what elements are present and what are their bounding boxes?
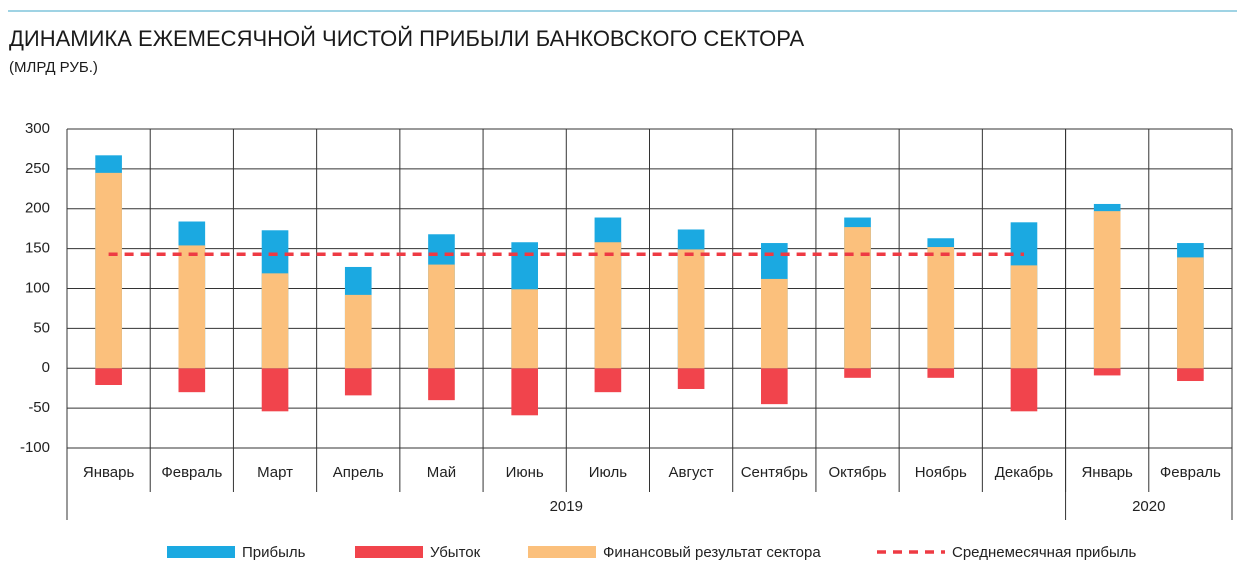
chart-title: ДИНАМИКА ЕЖЕМЕСЯЧНОЙ ЧИСТОЙ ПРИБЫЛИ БАНК… [9,26,804,51]
bar [95,368,122,385]
bar [1177,257,1204,369]
bar [178,368,206,393]
bar [1093,368,1121,376]
y-tick-label: 100 [25,279,50,296]
bar [261,368,289,412]
bar [761,278,788,369]
x-tick-label: Май [427,464,456,481]
y-tick-label: 250 [25,160,50,177]
legend-label: Убыток [430,544,481,561]
bar [344,368,372,396]
x-tick-label: Февраль [1160,464,1221,481]
bar [927,368,955,378]
y-tick-label: 0 [42,359,50,376]
bar [594,368,622,393]
bar [428,368,455,401]
chart-subtitle: (МЛРД РУБ.) [9,59,98,76]
legend: Прибыль Убыток Финансовый результат сектор… [167,544,1137,561]
x-group-label: 2020 [1132,498,1165,515]
legend-label: Среднемесячная прибыль [952,544,1137,561]
x-tick-label: Август [669,464,714,481]
x-tick-label: Июнь [506,464,544,481]
y-tick-label: 200 [25,200,50,217]
bar [1093,211,1121,369]
legend-swatch [167,546,235,558]
bar [1010,368,1038,412]
bar [761,368,788,405]
x-tick-label: Январь [83,464,135,481]
bar [261,273,289,369]
x-tick-label: Март [257,464,293,481]
grid [66,128,1233,520]
bar [927,247,955,369]
legend-swatch [355,546,423,558]
bar [95,172,122,369]
legend-label: Финансовый результат сектора [603,544,821,561]
x-tick-label: Сентябрь [741,464,808,481]
x-tick-label: Июль [589,464,627,481]
bar [511,289,538,369]
bar [178,245,206,369]
bar [511,368,538,416]
x-tick-label: Апрель [333,464,384,481]
y-tick-label: -50 [28,399,50,416]
bar [1010,265,1038,369]
legend-swatch [528,546,596,558]
x-group-label: 2019 [550,498,583,515]
bar [344,294,372,369]
x-tick-label: Декабрь [995,464,1054,481]
bar [428,264,455,369]
y-tick-label: 150 [25,240,50,257]
y-tick-label: 50 [33,319,50,336]
legend-label: Прибыль [242,544,306,561]
bar [594,242,622,369]
x-tick-label: Ноябрь [915,464,967,481]
x-tick-label: Октябрь [828,464,886,481]
y-tick-label: -100 [20,439,50,456]
y-tick-label: 300 [25,120,50,137]
bar [1177,368,1204,382]
x-tick-label: Январь [1081,464,1133,481]
bar [844,368,871,378]
bar [677,368,705,389]
x-tick-label: Февраль [161,464,222,481]
bar [677,249,705,369]
bar [844,227,871,369]
